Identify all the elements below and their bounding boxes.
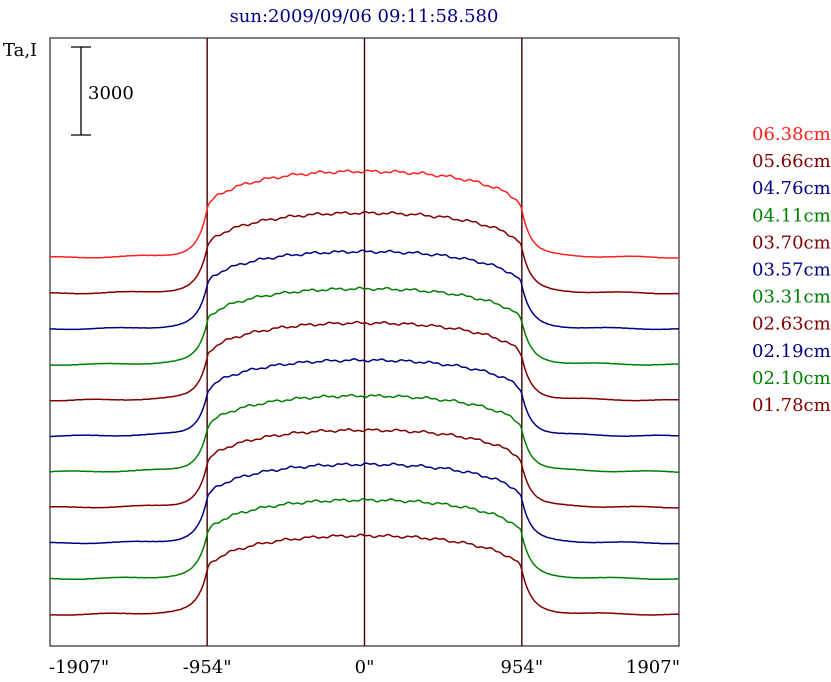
series-line-02.63cm: [50, 428, 679, 509]
series-line-05.66cm: [50, 210, 679, 295]
x-tick-label-0: -1907": [49, 657, 109, 678]
x-tick-label-3: 954": [501, 657, 544, 678]
legend-entry-02.19cm: 02.19cm: [752, 341, 831, 362]
series-line-03.57cm: [50, 358, 680, 438]
legend-entry-03.31cm: 03.31cm: [752, 287, 831, 308]
series-line-04.11cm: [50, 286, 679, 366]
legend-entry-01.78cm: 01.78cm: [752, 395, 831, 416]
legend-entry-05.66cm: 05.66cm: [752, 151, 831, 172]
series-line-03.31cm: [50, 393, 679, 473]
chart-title: sun:2009/09/06 09:11:58.580: [230, 6, 499, 27]
y-axis-label: Ta,I: [3, 40, 37, 61]
legend: 06.38cm 05.66cm 04.76cm 04.11cm 03.70cm 03.57…: [752, 124, 831, 416]
series-group: [50, 169, 680, 616]
series-line-06.38cm: [50, 169, 679, 259]
series-line-03.70cm: [50, 320, 679, 402]
scale-bar-label: 3000: [88, 83, 134, 104]
x-tick-label-1: -954": [183, 657, 232, 678]
series-line-02.19cm: [50, 462, 680, 545]
legend-entry-04.76cm: 04.76cm: [752, 178, 831, 199]
legend-entry-04.11cm: 04.11cm: [752, 205, 831, 226]
series-line-04.76cm: [50, 249, 679, 331]
legend-entry-02.63cm: 02.63cm: [752, 314, 831, 335]
legend-entry-06.38cm: 06.38cm: [752, 124, 831, 145]
series-line-01.78cm: [50, 533, 680, 616]
legend-entry-02.10cm: 02.10cm: [752, 368, 831, 389]
vertical-markers: [206, 38, 523, 646]
series-line-02.10cm: [50, 497, 679, 581]
legend-entry-03.70cm: 03.70cm: [752, 232, 831, 253]
legend-entry-03.57cm: 03.57cm: [752, 260, 831, 281]
x-tick-label-2: 0": [355, 657, 375, 678]
x-tick-label-4: 1907": [626, 657, 680, 678]
x-tick-labels: -1907" -954" 0" 954" 1907": [49, 657, 680, 678]
scale-bar: [71, 46, 91, 136]
